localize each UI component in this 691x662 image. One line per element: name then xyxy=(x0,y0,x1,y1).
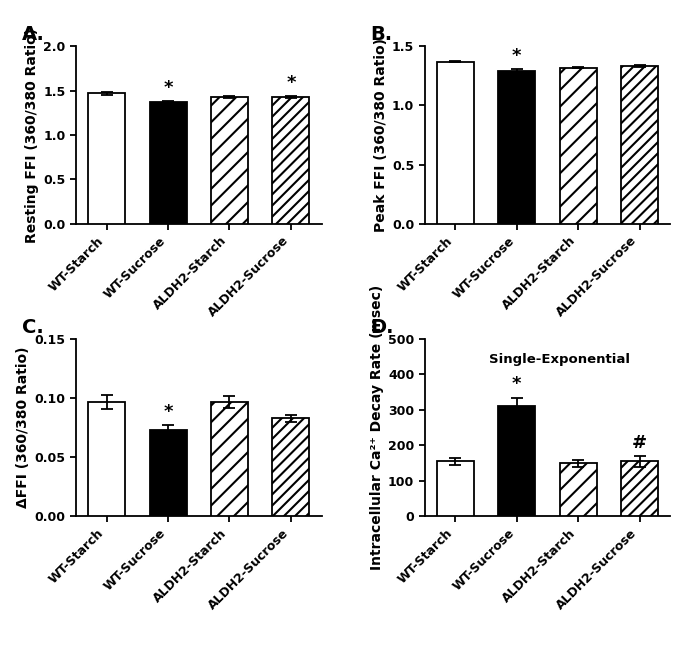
Text: A.: A. xyxy=(22,25,45,44)
Y-axis label: Resting FFI (360/380 Ratio): Resting FFI (360/380 Ratio) xyxy=(25,27,39,242)
Bar xyxy=(88,93,125,224)
Bar xyxy=(560,463,596,516)
Bar xyxy=(88,402,125,516)
Bar xyxy=(211,402,248,516)
Bar xyxy=(272,418,310,516)
Text: D.: D. xyxy=(370,318,394,337)
Bar xyxy=(560,68,596,224)
Bar xyxy=(437,461,474,516)
Bar xyxy=(150,430,187,516)
Text: B.: B. xyxy=(370,25,392,44)
Text: *: * xyxy=(163,403,173,421)
Bar xyxy=(437,62,474,224)
Bar xyxy=(150,102,187,224)
Text: #: # xyxy=(632,434,647,451)
Bar xyxy=(621,66,658,224)
Y-axis label: Intracellular Ca²⁺ Decay Rate (msec): Intracellular Ca²⁺ Decay Rate (msec) xyxy=(370,285,384,570)
Bar xyxy=(272,97,310,224)
Text: C.: C. xyxy=(22,318,44,337)
Y-axis label: ΔFFI (360/380 Ratio): ΔFFI (360/380 Ratio) xyxy=(17,347,30,508)
Bar xyxy=(498,71,536,224)
Y-axis label: Peak FFI (360/380 Ratio): Peak FFI (360/380 Ratio) xyxy=(374,38,388,232)
Text: Single-Exponential: Single-Exponential xyxy=(489,354,630,366)
Text: *: * xyxy=(286,74,296,92)
Bar xyxy=(498,406,536,516)
Bar xyxy=(211,97,248,224)
Text: *: * xyxy=(512,47,522,65)
Bar xyxy=(621,461,658,516)
Text: *: * xyxy=(163,79,173,97)
Text: *: * xyxy=(512,375,522,393)
